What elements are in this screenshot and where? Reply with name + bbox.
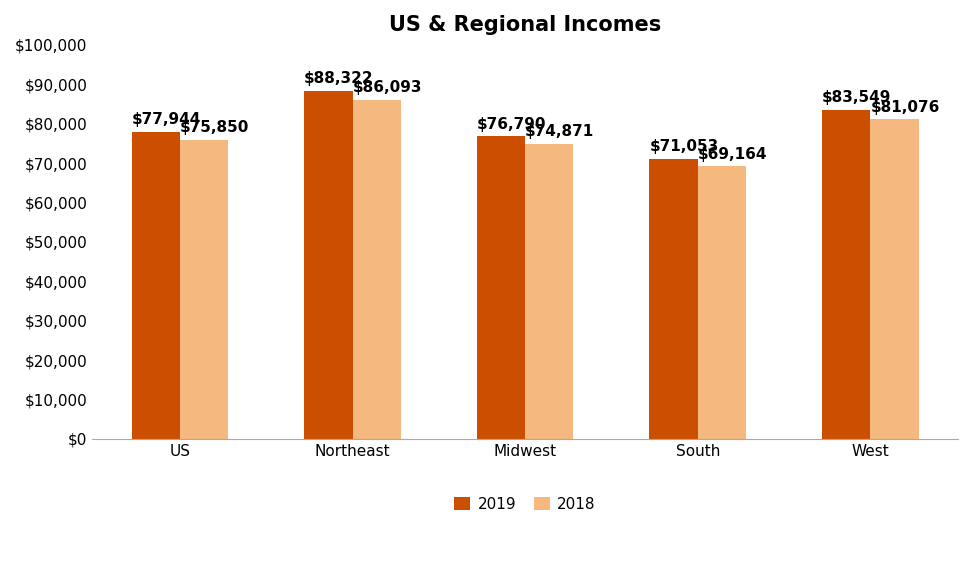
Bar (870, 119, 919, 439)
Text: $74,871: $74,871 (525, 124, 595, 139)
Bar (305, 91, 352, 439)
Text: $81,076: $81,076 (870, 100, 940, 115)
Bar (180, 140, 229, 439)
Text: $83,549: $83,549 (822, 90, 891, 105)
Bar (131, 132, 180, 439)
Text: $86,093: $86,093 (352, 80, 422, 95)
Text: $76,790: $76,790 (477, 116, 546, 131)
Text: $71,053: $71,053 (649, 139, 719, 154)
Bar (822, 109, 870, 439)
Title: US & Regional Incomes: US & Regional Incomes (389, 15, 662, 35)
Text: $88,322: $88,322 (305, 71, 374, 86)
Bar (352, 100, 401, 439)
Bar (649, 159, 698, 439)
Text: $69,164: $69,164 (698, 146, 768, 162)
Text: $77,944: $77,944 (131, 112, 201, 127)
Bar (698, 166, 746, 439)
Bar (525, 144, 573, 439)
Text: $75,850: $75,850 (180, 120, 249, 135)
Legend: 2019, 2018: 2019, 2018 (449, 490, 602, 518)
Bar (477, 136, 525, 439)
